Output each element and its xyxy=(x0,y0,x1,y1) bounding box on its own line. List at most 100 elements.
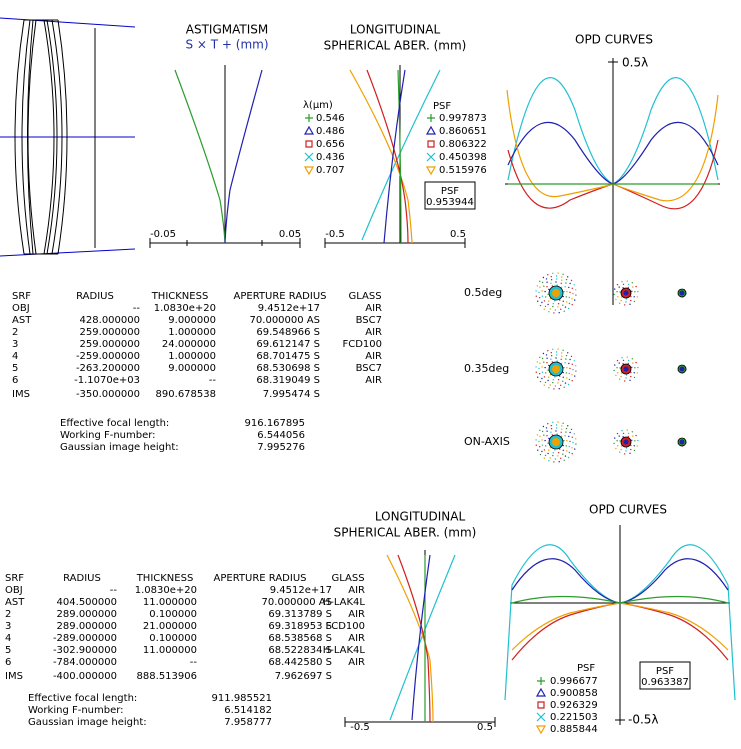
spot-dot xyxy=(549,384,551,386)
spot-dot xyxy=(549,298,552,300)
spot-dot xyxy=(539,297,541,299)
spot-dot xyxy=(568,451,571,454)
table-header: SRF xyxy=(12,291,31,302)
spot-dot xyxy=(619,378,621,380)
spot-dot xyxy=(630,444,632,447)
table-cell: 68.522834 S xyxy=(268,645,332,656)
spot-dot xyxy=(624,380,626,382)
table-cell: 24.000000 xyxy=(162,339,216,350)
spot-dot xyxy=(625,447,628,449)
spot-center xyxy=(679,439,685,445)
table-cell: 7.962697 S xyxy=(275,671,332,682)
spot-dot xyxy=(550,355,553,357)
spot-dot xyxy=(560,358,562,360)
spot-dot xyxy=(556,433,558,435)
spot-dot xyxy=(547,350,549,352)
spot-dot xyxy=(622,287,624,289)
spot-dot xyxy=(575,294,577,296)
spot-dot xyxy=(555,281,557,283)
spot-label: 0.35deg xyxy=(464,362,509,375)
spot-dot xyxy=(546,281,548,283)
spot-dot xyxy=(568,362,570,365)
spot-dot xyxy=(570,279,573,282)
spot-dot xyxy=(574,448,576,450)
table-cell: 5 xyxy=(12,363,18,374)
spot-dot xyxy=(633,449,636,452)
spot-dot xyxy=(541,371,544,373)
legend-marker xyxy=(305,140,313,148)
spot-dot xyxy=(633,445,635,447)
legend-label: 0.515976 xyxy=(439,165,487,176)
legend-marker xyxy=(426,152,436,162)
spot-dot xyxy=(571,447,573,449)
spot-dot xyxy=(561,279,563,281)
table-cell: -- xyxy=(209,375,217,386)
axis-label: 0.5 xyxy=(450,229,466,240)
spot-dot xyxy=(549,447,552,449)
spot-dot xyxy=(541,357,544,360)
spot-dot xyxy=(567,307,570,310)
spot-dot xyxy=(572,368,574,371)
spot-dot xyxy=(541,281,544,284)
table-cell: 428.000000 xyxy=(80,315,140,326)
spot-dot xyxy=(543,449,546,451)
spot-dot xyxy=(571,374,573,376)
legend-marker xyxy=(427,114,435,122)
spot-dot xyxy=(559,299,561,301)
spot-dot xyxy=(559,375,561,377)
spot-dot xyxy=(554,376,556,378)
spot-dot xyxy=(565,358,567,360)
plot-title: LONGITUDINAL xyxy=(350,23,441,37)
spot-dot xyxy=(562,295,564,298)
spot-dot xyxy=(562,349,564,351)
spot-dot xyxy=(548,376,550,378)
spot-dot xyxy=(573,433,575,435)
spot-dot xyxy=(538,367,540,370)
spot-dot xyxy=(556,284,558,286)
spot-dot xyxy=(557,421,559,423)
spot-dot xyxy=(566,377,568,379)
plot-title: SPHERICAL ABER. (mm) xyxy=(334,526,477,540)
table-cell: 68.319049 S xyxy=(256,375,320,386)
table-cell: -259.000000 xyxy=(76,351,140,362)
psf-value: 0.963387 xyxy=(641,677,689,688)
spot-dot xyxy=(635,361,637,364)
spot-dot xyxy=(616,283,619,286)
spot-dot xyxy=(545,372,547,374)
spot-dot xyxy=(625,298,628,300)
spot-dot xyxy=(627,432,630,435)
spot-dot xyxy=(547,303,549,306)
spot-dot xyxy=(557,382,559,384)
spot-dot xyxy=(562,376,564,378)
spot-dot xyxy=(549,308,551,310)
table-cell: AIR xyxy=(365,351,382,362)
spot-dot xyxy=(620,299,622,302)
table-cell: 21.000000 xyxy=(143,621,197,632)
spot-dot xyxy=(556,427,558,429)
spot-dot xyxy=(631,366,633,368)
spot-dot xyxy=(616,432,619,435)
table-cell: 259.000000 xyxy=(80,339,140,350)
legend-marker xyxy=(535,687,547,697)
spot-dot xyxy=(550,279,553,281)
spot-dot xyxy=(548,387,550,389)
table-cell: 289.000000 xyxy=(57,621,117,632)
spot-dot xyxy=(563,386,565,388)
spot-dot xyxy=(631,282,633,284)
spot-dot xyxy=(565,278,568,281)
spot-dot xyxy=(629,452,631,454)
spot-dot xyxy=(552,454,554,457)
legend-label: 0.860651 xyxy=(439,126,487,137)
spot-dot xyxy=(630,371,632,374)
spot-dot xyxy=(571,298,573,300)
spot-dot xyxy=(536,434,538,436)
legend-marker xyxy=(537,701,545,709)
spot-dot xyxy=(572,441,574,444)
table-cell: -784.000000 xyxy=(53,657,117,668)
table-cell: -1.1070e+03 xyxy=(74,375,140,386)
legend-marker xyxy=(303,125,315,135)
spot-dot xyxy=(557,306,559,308)
table-header: GLASS xyxy=(331,573,364,584)
spot-dot xyxy=(539,373,541,375)
lens-mount xyxy=(14,19,68,255)
